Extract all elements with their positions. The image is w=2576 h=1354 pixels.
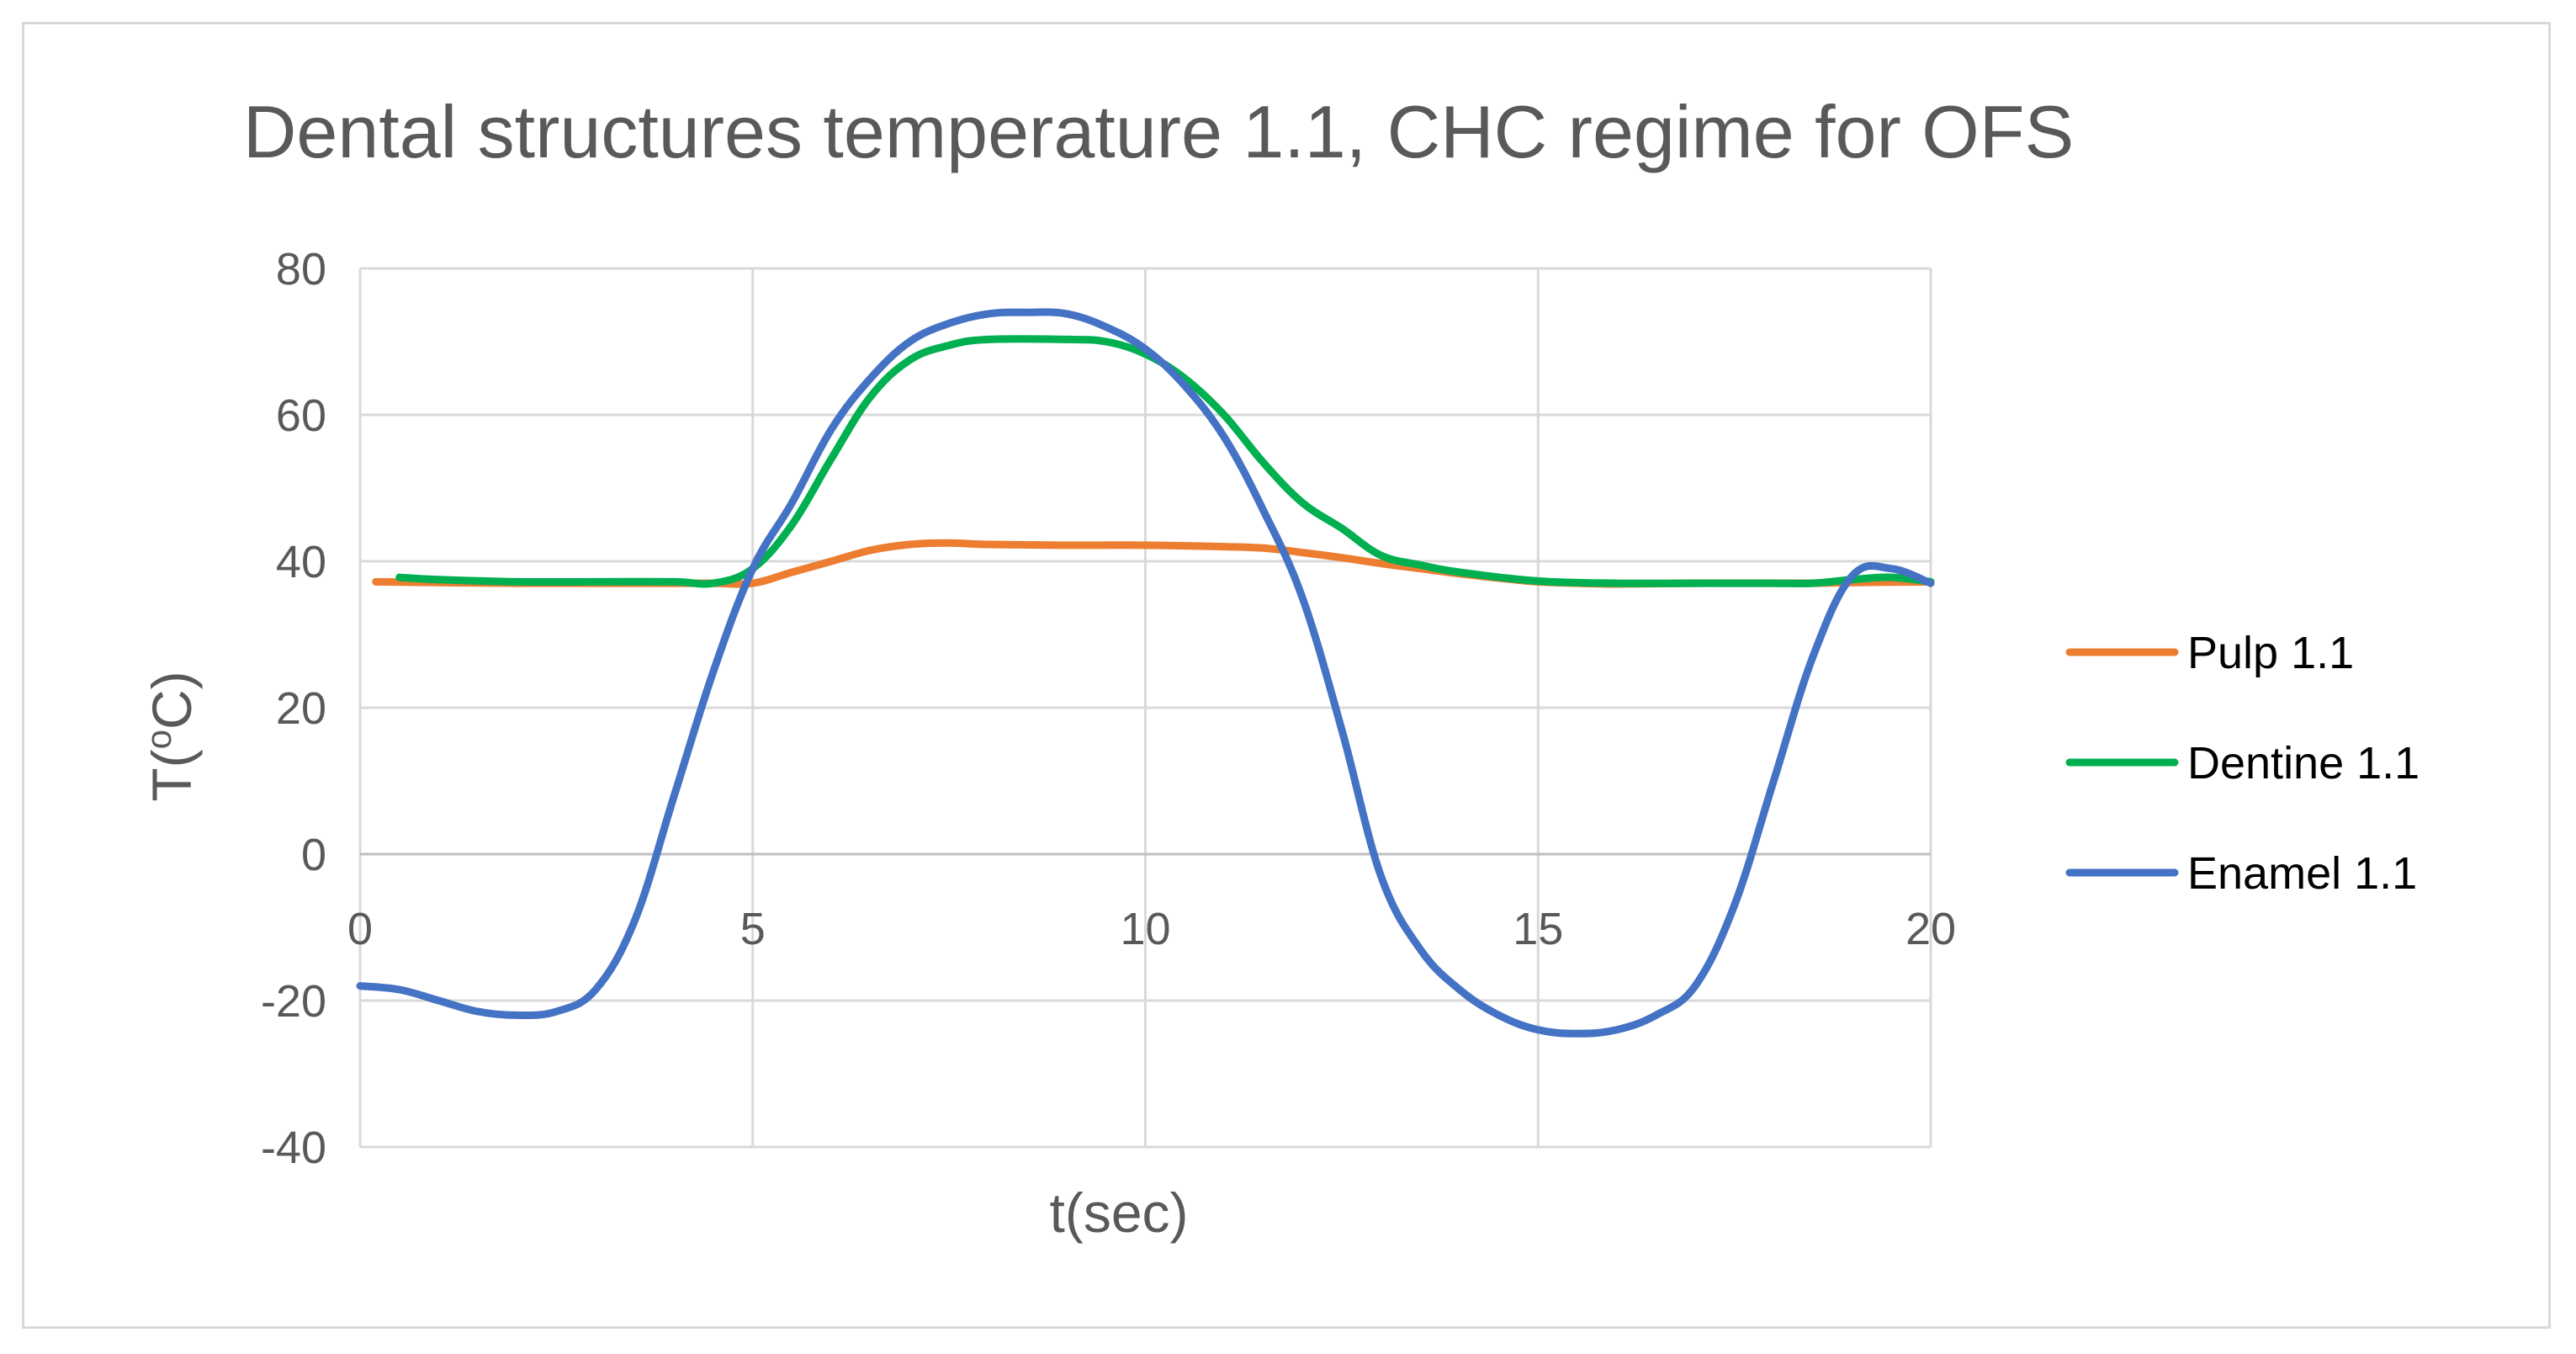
x-tick-label: 10 bbox=[1120, 904, 1170, 954]
y-axis-label-suffix: C) bbox=[140, 671, 203, 730]
y-tick-label: 20 bbox=[276, 683, 326, 734]
y-tick-label: -20 bbox=[261, 976, 326, 1027]
y-tick-label: 80 bbox=[276, 244, 326, 295]
x-tick-label: 0 bbox=[347, 904, 373, 954]
x-axis-label: t(sec) bbox=[1050, 1181, 1189, 1244]
y-tick-label: 60 bbox=[276, 390, 326, 441]
y-axis-label-superscript: o bbox=[139, 730, 178, 749]
tick-layer: -40 -20 0 20 40 60 80 0 5 10 15 20 bbox=[261, 244, 1956, 1173]
y-axis-label-prefix: T( bbox=[140, 749, 203, 801]
legend-item-pulp-1-1: Pulp 1.1 bbox=[2065, 628, 2354, 678]
y-axis-label: T(oC) bbox=[139, 671, 203, 801]
legend-label: Enamel 1.1 bbox=[2187, 848, 2417, 899]
series-layer bbox=[356, 308, 1935, 1038]
chart-title: Dental structures temperature 1.1, CHC r… bbox=[243, 90, 2074, 173]
y-tick-label: 0 bbox=[301, 830, 326, 880]
x-tick-label: 20 bbox=[1905, 904, 1956, 954]
legend-item-enamel-1-1: Enamel 1.1 bbox=[2065, 848, 2417, 899]
legend-label: Dentine 1.1 bbox=[2187, 738, 2420, 789]
legend: Pulp 1.1 Dentine 1.1 Enamel 1.1 bbox=[2065, 628, 2420, 899]
y-tick-label: 40 bbox=[276, 537, 326, 587]
legend-label: Pulp 1.1 bbox=[2187, 628, 2354, 678]
grid-layer bbox=[358, 267, 1932, 1149]
chart-frame: Dental structures temperature 1.1, CHC r… bbox=[22, 22, 2551, 1329]
chart-svg: Dental structures temperature 1.1, CHC r… bbox=[139, 90, 2420, 1244]
series-line-pulp-1-1 bbox=[372, 539, 1935, 588]
x-tick-label: 5 bbox=[740, 904, 766, 954]
legend-item-dentine-1-1: Dentine 1.1 bbox=[2065, 738, 2420, 789]
series-line-enamel-1-1 bbox=[356, 308, 1935, 1038]
y-tick-label: -40 bbox=[261, 1123, 326, 1173]
x-tick-label: 15 bbox=[1513, 904, 1563, 954]
